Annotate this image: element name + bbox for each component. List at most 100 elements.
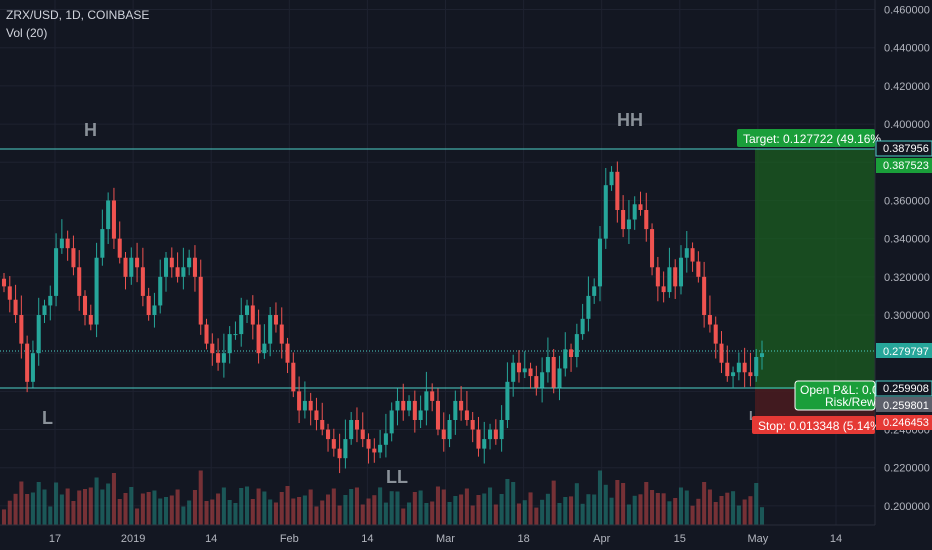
price-tag-1: 0.387956 bbox=[883, 143, 929, 155]
y-tick-label: 0.400000 bbox=[884, 119, 930, 131]
volume-bar bbox=[13, 493, 18, 525]
candle bbox=[464, 410, 469, 420]
volume-bar bbox=[25, 494, 30, 525]
candle bbox=[650, 229, 655, 268]
volume-bar bbox=[256, 488, 261, 525]
volume-bar bbox=[331, 488, 336, 525]
volume-bar bbox=[198, 470, 203, 525]
candle bbox=[360, 429, 365, 440]
volume-bar bbox=[713, 502, 718, 525]
volume-bar bbox=[696, 498, 701, 525]
candle bbox=[262, 343, 267, 354]
x-tick-label: Mar bbox=[436, 533, 455, 545]
volume-bar bbox=[522, 500, 527, 525]
volume-bar bbox=[106, 483, 111, 525]
volume-bar bbox=[447, 502, 452, 525]
volume-bar bbox=[94, 477, 99, 525]
volume-bar bbox=[59, 494, 64, 525]
y-axis[interactable]: 0.4600000.4400000.4200000.4000000.380000… bbox=[874, 0, 932, 550]
candle bbox=[129, 257, 134, 277]
volume-bar bbox=[227, 500, 232, 525]
candle bbox=[418, 410, 423, 420]
candle bbox=[603, 185, 608, 239]
volume-bar bbox=[169, 495, 174, 525]
candle bbox=[759, 353, 765, 357]
volume-bar bbox=[621, 483, 626, 525]
volume-bar bbox=[343, 495, 348, 525]
candle bbox=[256, 324, 261, 354]
volume-bar bbox=[482, 493, 487, 525]
candle bbox=[7, 286, 12, 300]
volume-bar bbox=[54, 482, 59, 525]
x-axis[interactable]: 17 2019 14 Feb 14 Mar 18 Apr 15 May 14 bbox=[0, 524, 875, 545]
candle bbox=[111, 200, 116, 239]
x-tick-label: Apr bbox=[593, 533, 610, 545]
volume-bar bbox=[551, 480, 556, 525]
volume-bar bbox=[580, 503, 585, 525]
candle bbox=[94, 257, 99, 325]
volume-bar bbox=[187, 500, 192, 525]
candle bbox=[713, 324, 718, 344]
candle bbox=[528, 368, 533, 377]
candle bbox=[389, 410, 394, 434]
volume-bar bbox=[511, 482, 516, 525]
x-tick-label: 14 bbox=[830, 533, 842, 545]
volume-bar bbox=[88, 487, 93, 525]
candle bbox=[71, 248, 76, 268]
volume-bar bbox=[586, 494, 591, 525]
candle bbox=[632, 204, 637, 220]
volume-bar bbox=[181, 506, 186, 525]
candle bbox=[204, 324, 209, 344]
candle bbox=[453, 400, 458, 420]
open-pl-box[interactable] bbox=[794, 380, 876, 411]
target-box[interactable] bbox=[737, 129, 875, 147]
open-pl-text: Open P&L: 0.0 bbox=[800, 383, 879, 397]
volume-bar bbox=[655, 493, 660, 525]
volume-bar bbox=[1, 509, 7, 525]
volume-bar bbox=[401, 508, 406, 525]
volume-bar bbox=[129, 487, 134, 525]
symbol-title: ZRX/USD, 1D, COINBASE bbox=[6, 8, 150, 22]
volume-bar bbox=[435, 486, 440, 525]
candle bbox=[482, 439, 487, 449]
volume-bar bbox=[505, 479, 510, 525]
candle bbox=[615, 171, 620, 210]
candle bbox=[401, 400, 406, 411]
candle bbox=[250, 305, 255, 325]
volume-bar bbox=[19, 481, 24, 525]
target-text: Target: 0.127722 (49.16% bbox=[743, 132, 881, 146]
candle bbox=[678, 257, 684, 287]
candle bbox=[597, 238, 603, 287]
volume-bar bbox=[430, 501, 435, 525]
volume-bar bbox=[557, 503, 562, 525]
stop-box[interactable] bbox=[752, 416, 875, 434]
candle bbox=[314, 410, 319, 420]
volume-bar bbox=[146, 492, 151, 525]
volume-bar bbox=[221, 487, 226, 525]
candle bbox=[30, 353, 35, 382]
y-tick-label: 0.440000 bbox=[884, 43, 930, 55]
position-tool[interactable]: Target: 0.127722 (49.16% Open P&L: 0.0 R… bbox=[737, 129, 883, 434]
candle bbox=[169, 257, 174, 268]
volume-bar bbox=[48, 506, 53, 525]
candle bbox=[696, 261, 701, 277]
volume-bar bbox=[36, 482, 41, 525]
y-tick-label: 0.220000 bbox=[884, 463, 930, 475]
candle bbox=[644, 210, 649, 230]
volume-bar bbox=[759, 507, 765, 525]
candle bbox=[82, 295, 88, 315]
volume-bar bbox=[603, 484, 608, 525]
volume-bar bbox=[291, 498, 296, 525]
label-ll: LL bbox=[386, 467, 408, 487]
volume-bar bbox=[192, 490, 197, 525]
candle bbox=[216, 353, 221, 363]
volume-bar bbox=[702, 482, 707, 525]
candle bbox=[557, 368, 562, 388]
candle bbox=[233, 334, 238, 336]
volume-bar bbox=[378, 487, 383, 525]
candle bbox=[268, 315, 273, 344]
candle bbox=[702, 276, 707, 315]
volume-bar bbox=[30, 492, 35, 525]
label-h: H bbox=[84, 120, 97, 140]
